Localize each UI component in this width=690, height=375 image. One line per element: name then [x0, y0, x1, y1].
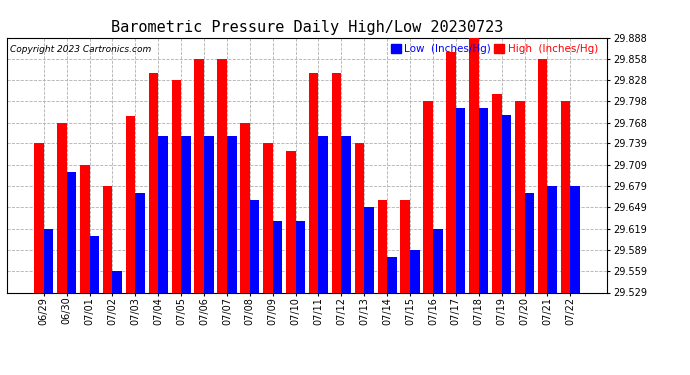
- Bar: [446, 52, 456, 292]
- Title: Barometric Pressure Daily High/Low 20230723: Barometric Pressure Daily High/Low 20230…: [111, 20, 503, 35]
- Bar: [103, 186, 112, 292]
- Bar: [538, 59, 547, 292]
- Bar: [571, 186, 580, 292]
- Bar: [295, 222, 305, 292]
- Bar: [387, 257, 397, 292]
- Bar: [469, 38, 479, 292]
- Bar: [158, 136, 168, 292]
- Bar: [364, 207, 374, 292]
- Bar: [67, 172, 77, 292]
- Bar: [524, 193, 534, 292]
- Bar: [227, 136, 237, 292]
- Bar: [126, 116, 135, 292]
- Bar: [433, 229, 442, 292]
- Bar: [377, 200, 387, 292]
- Bar: [547, 186, 557, 292]
- Bar: [90, 236, 99, 292]
- Bar: [286, 151, 295, 292]
- Bar: [34, 143, 43, 292]
- Bar: [342, 136, 351, 292]
- Bar: [319, 136, 328, 292]
- Bar: [204, 136, 214, 292]
- Bar: [424, 101, 433, 292]
- Bar: [172, 80, 181, 292]
- Bar: [273, 222, 282, 292]
- Bar: [80, 165, 90, 292]
- Bar: [355, 143, 364, 292]
- Text: Copyright 2023 Cartronics.com: Copyright 2023 Cartronics.com: [10, 45, 151, 54]
- Bar: [400, 200, 410, 292]
- Bar: [561, 101, 571, 292]
- Bar: [502, 115, 511, 292]
- Bar: [240, 123, 250, 292]
- Bar: [309, 73, 319, 292]
- Bar: [250, 200, 259, 292]
- Bar: [135, 193, 145, 292]
- Bar: [410, 250, 420, 292]
- Bar: [479, 108, 489, 292]
- Bar: [332, 73, 342, 292]
- Bar: [43, 229, 53, 292]
- Bar: [217, 59, 227, 292]
- Bar: [148, 73, 158, 292]
- Bar: [456, 108, 466, 292]
- Bar: [195, 59, 204, 292]
- Bar: [57, 123, 67, 292]
- Bar: [181, 136, 190, 292]
- Bar: [112, 271, 122, 292]
- Bar: [492, 94, 502, 292]
- Bar: [515, 101, 524, 292]
- Bar: [263, 143, 273, 292]
- Legend: Low  (Inches/Hg), High  (Inches/Hg): Low (Inches/Hg), High (Inches/Hg): [386, 40, 602, 58]
